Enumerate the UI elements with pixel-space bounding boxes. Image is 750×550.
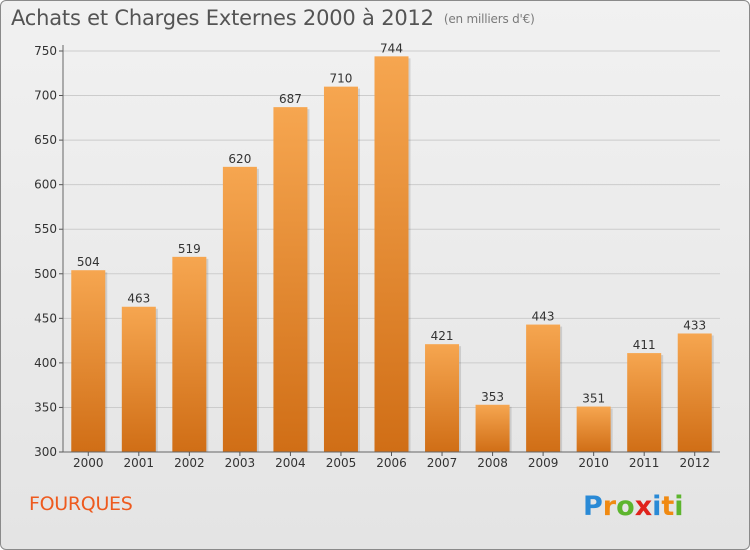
x-tick-label: 2004 [275, 456, 306, 470]
bar-2007 [425, 344, 460, 452]
x-tick-label: 2001 [124, 456, 155, 470]
data-label: 687 [279, 92, 302, 106]
bar-2011 [627, 353, 662, 452]
data-label: 744 [380, 41, 403, 55]
chart-subtitle: (en milliers d'€) [443, 12, 535, 26]
x-tick-label: 2002 [174, 456, 205, 470]
bar-2009 [526, 324, 561, 452]
x-tick-label: 2003 [225, 456, 256, 470]
y-tick-label: 700 [34, 89, 57, 103]
data-label: 353 [481, 390, 504, 404]
y-tick-label: 400 [34, 356, 57, 370]
x-tick-label: 2005 [326, 456, 357, 470]
bar-2004 [273, 107, 308, 452]
y-tick-label: 350 [34, 400, 57, 414]
x-tick-label: 2007 [427, 456, 458, 470]
bar-2010 [576, 406, 611, 452]
logo-letter: o [616, 491, 635, 522]
x-tick-label: 2006 [376, 456, 407, 470]
data-label: 519 [178, 242, 201, 256]
y-tick-label: 450 [34, 311, 57, 325]
proxiti-logo: Proxiti [583, 491, 684, 522]
logo-letter: i [674, 491, 684, 522]
bar-2006 [374, 56, 409, 452]
data-label: 504 [77, 255, 100, 269]
bar-2000 [71, 270, 106, 452]
data-labels: 504 463 519 620 687 710 744 421 353 443 351 411 433 [77, 41, 706, 405]
chart-title-text: Achats et Charges Externes 2000 à 2012 [11, 6, 434, 30]
y-tick-label: 650 [34, 133, 57, 147]
y-tick-label: 300 [34, 445, 57, 459]
logo-letter: r [602, 491, 617, 522]
data-label: 411 [633, 338, 656, 352]
logo-letter: P [583, 491, 603, 522]
bar-2003 [222, 166, 257, 452]
data-label: 433 [683, 318, 706, 332]
data-label: 710 [330, 72, 353, 86]
data-label: 463 [127, 292, 150, 306]
bars [71, 56, 714, 453]
chart-title: Achats et Charges Externes 2000 à 2012 (e… [11, 6, 535, 30]
axes: 300 350 400 450 500 550 600 650 700 750 2000 2001 20… [34, 44, 720, 470]
x-tick-label: 2011 [629, 456, 660, 470]
x-tick-label: 2000 [73, 456, 104, 470]
x-tick-label: 2009 [528, 456, 559, 470]
logo-letter: t [661, 491, 675, 522]
bar-2002 [172, 256, 207, 452]
bar-2012 [677, 333, 712, 452]
x-tick-label: 2008 [477, 456, 508, 470]
bar-2001 [121, 306, 156, 452]
data-label: 421 [431, 329, 454, 343]
y-tick-label: 550 [34, 222, 57, 236]
y-tick-label: 500 [34, 267, 57, 281]
data-label: 351 [582, 392, 605, 406]
y-tick-label: 600 [34, 178, 57, 192]
y-tick-label: 750 [34, 44, 57, 58]
logo-letter: i [652, 491, 662, 522]
logo-letter: x [634, 491, 653, 522]
data-label: 620 [228, 152, 251, 166]
data-label: 443 [532, 310, 555, 324]
bar-2005 [323, 86, 358, 453]
x-tick-label: 2010 [578, 456, 609, 470]
commune-name: FOURQUES [29, 493, 133, 515]
bar-2008 [475, 404, 510, 452]
x-tick-label: 2012 [679, 456, 710, 470]
